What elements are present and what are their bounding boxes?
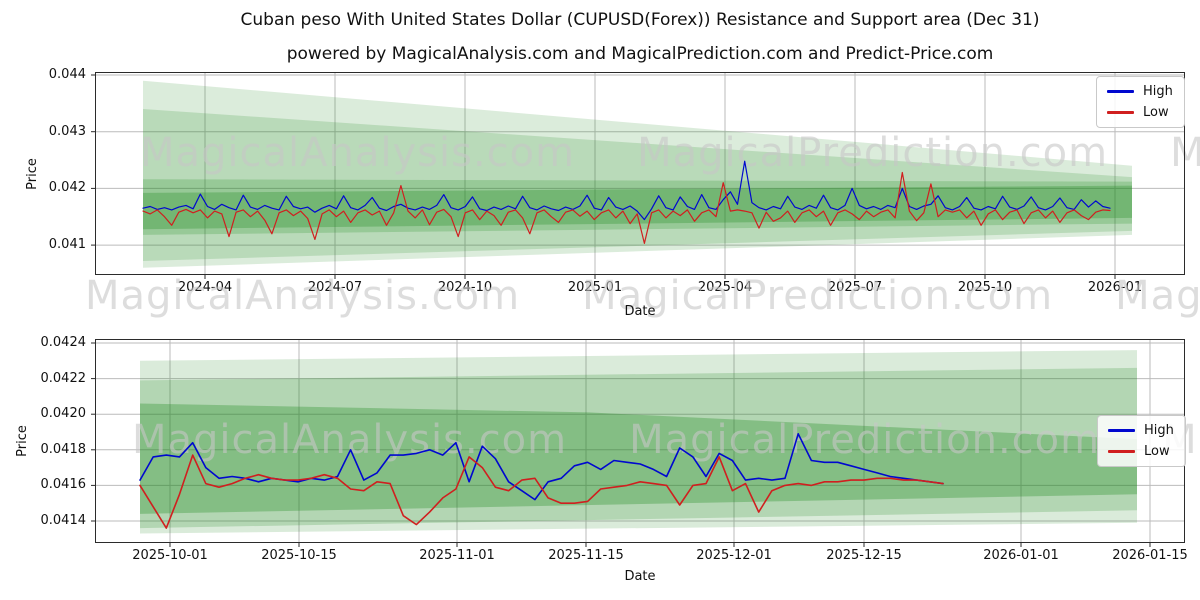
support-resistance-band xyxy=(143,179,1132,235)
legend-label-high: High xyxy=(1144,423,1174,438)
x-tick-label: 2025-11-01 xyxy=(419,548,495,563)
watermark-row-1: MagicalAnalysis.com MagicalPrediction.co… xyxy=(140,130,1200,176)
low-line-icon xyxy=(1107,111,1134,114)
y-axis-label-top: Price xyxy=(25,158,40,190)
y-tick-label: 0.0416 xyxy=(40,477,87,492)
watermark-text: MagicalAnalysis.com xyxy=(132,417,568,463)
x-tick-label: 2026-01-01 xyxy=(983,548,1059,563)
y-tick-label: 0.0424 xyxy=(40,335,87,350)
x-tick-label: 2025-12-15 xyxy=(826,548,902,563)
x-tick-label: 2025-10-15 xyxy=(261,548,337,563)
support-resistance-band xyxy=(143,185,1132,230)
legend-label-high: High xyxy=(1143,84,1173,99)
chart-subtitle: powered by MagicalAnalysis.com and Magic… xyxy=(286,44,994,64)
high-line-icon xyxy=(1108,429,1135,432)
x-tick-label: 2025-07 xyxy=(827,280,883,295)
legend-top: High Low xyxy=(1096,76,1185,128)
x-axis-label-bottom: Date xyxy=(624,569,656,584)
watermark-row-3: MagicalAnalysis.com MagicalPrediction.co… xyxy=(132,417,1200,463)
watermark-row-2: MagicalAnalysis.com MagicalPrediction.co… xyxy=(85,273,1200,319)
x-tick-label: 2025-12-01 xyxy=(696,548,772,563)
legend-entry-low: Low xyxy=(1107,106,1173,119)
legend-label-low: Low xyxy=(1144,444,1170,459)
legend-entry-high: High xyxy=(1108,424,1174,437)
x-axis-label-top: Date xyxy=(624,304,656,319)
chart-title: Cuban peso With United States Dollar (CU… xyxy=(240,10,1040,30)
legend-entry-low: Low xyxy=(1108,445,1174,458)
watermark-text: MagicalAnalysis.com xyxy=(1170,130,1200,176)
x-tick-label: 2026-01 xyxy=(1087,280,1143,295)
x-tick-label: 2025-11-15 xyxy=(548,548,624,563)
x-tick-label: 2025-10-01 xyxy=(132,548,208,563)
x-tick-label: 2024-04 xyxy=(177,280,233,295)
y-tick-label: 0.044 xyxy=(48,67,86,82)
x-tick-label: 2025-10 xyxy=(957,280,1013,295)
y-tick-label: 0.043 xyxy=(48,124,86,139)
low-series-line xyxy=(142,171,1111,244)
watermark-text: MagicalAnalysis.com xyxy=(1115,273,1200,319)
y-axis-label-bottom: Price xyxy=(15,425,30,457)
legend-bottom: High Low xyxy=(1097,415,1186,467)
y-tick-label: 0.042 xyxy=(48,180,86,195)
high-line-icon xyxy=(1107,90,1134,93)
watermark-text: MagicalPrediction.com xyxy=(582,273,1054,319)
x-tick-label: 2025-01 xyxy=(567,280,623,295)
y-tick-label: 0.0414 xyxy=(40,513,87,528)
y-tick-label: 0.0422 xyxy=(40,371,87,386)
watermark-text: MagicalAnalysis.com xyxy=(85,273,521,319)
low-line-icon xyxy=(1108,450,1135,453)
low-series-line xyxy=(139,454,944,529)
legend-label-low: Low xyxy=(1143,105,1169,120)
y-tick-label: 0.0418 xyxy=(40,442,87,457)
x-tick-label: 2026-01-15 xyxy=(1112,548,1188,563)
y-tick-label: 0.041 xyxy=(48,237,86,252)
x-tick-label: 2024-07 xyxy=(307,280,363,295)
legend-entry-high: High xyxy=(1107,85,1173,98)
watermark-text: MagicalPrediction.com xyxy=(629,417,1101,463)
x-tick-label: 2025-04 xyxy=(697,280,753,295)
x-tick-label: 2024-10 xyxy=(437,280,493,295)
y-tick-label: 0.0420 xyxy=(40,406,87,421)
watermark-text: MagicalAnalysis.com xyxy=(140,130,576,176)
watermark-text: MagicalPrediction.com xyxy=(637,130,1109,176)
